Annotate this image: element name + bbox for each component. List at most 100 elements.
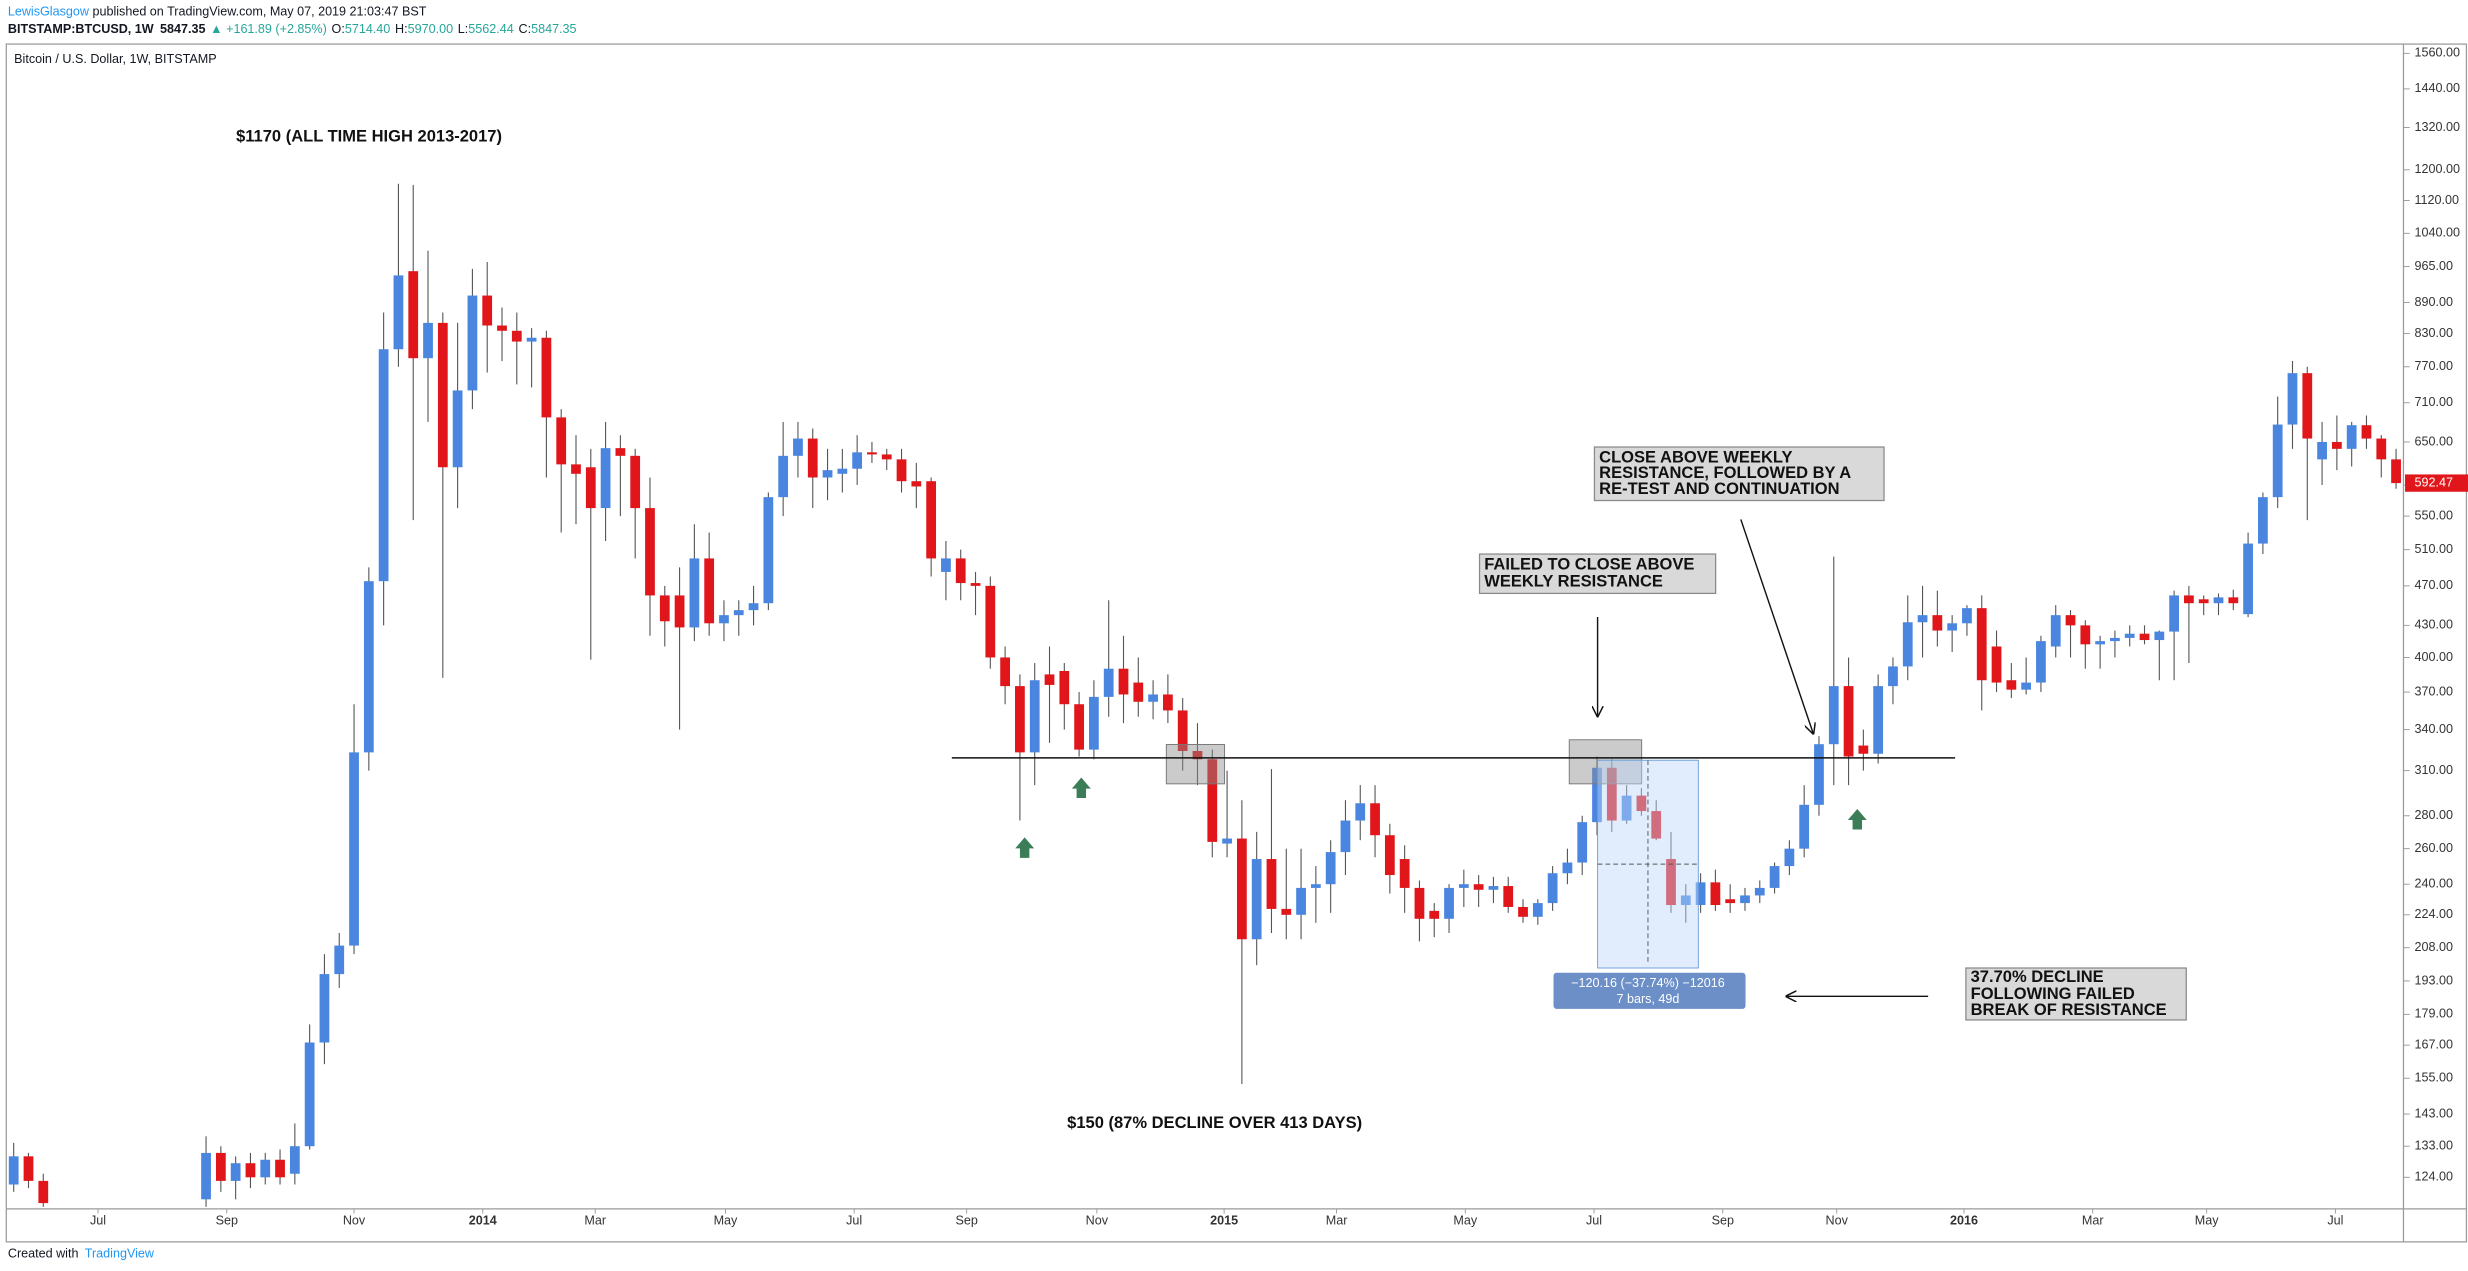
y-tick-label: 770.00 bbox=[2414, 359, 2452, 373]
axes: 1560.00 1440.00 1320.00 1200.00 1120.00 1040.… bbox=[90, 46, 2460, 1228]
y-tick-label: 1040.00 bbox=[2414, 226, 2459, 240]
candle-body bbox=[1414, 887, 1425, 919]
candle-body bbox=[748, 603, 759, 611]
y-tick-label: 208.00 bbox=[2414, 940, 2452, 954]
candle-body bbox=[837, 468, 848, 474]
measure-label: −120.16 (−37.74%) −12016 bbox=[1571, 976, 1725, 990]
symbol: BITSTAMP:BTCUSD, 1W bbox=[8, 22, 154, 36]
candle-body bbox=[1503, 886, 1514, 907]
x-tick-label: May bbox=[2195, 1214, 2219, 1228]
candle-body bbox=[2376, 438, 2387, 460]
candle-body bbox=[1532, 903, 1543, 917]
candle-body bbox=[1192, 750, 1203, 760]
candle-body bbox=[1207, 759, 1218, 842]
candle-body bbox=[1281, 908, 1292, 915]
candle-body bbox=[378, 349, 389, 582]
x-tick-label: May bbox=[1453, 1214, 1477, 1228]
candle-body bbox=[511, 330, 522, 342]
candle-body bbox=[2095, 641, 2106, 645]
candle-body bbox=[2050, 615, 2061, 647]
candle-body bbox=[1917, 615, 1928, 623]
brand[interactable]: TradingView bbox=[85, 1247, 155, 1261]
candle-body bbox=[319, 974, 330, 1043]
annotation: 37.70% DECLINE bbox=[1971, 967, 2104, 986]
candle-body bbox=[2154, 631, 2165, 641]
author[interactable]: LewisGlasgow bbox=[8, 5, 90, 19]
candle-body bbox=[1118, 668, 1129, 695]
candle-body bbox=[1222, 838, 1232, 844]
candle-body bbox=[1133, 682, 1144, 702]
x-tick-label: 2015 bbox=[1210, 1214, 1238, 1228]
y-tick-label: 1120.00 bbox=[2414, 193, 2459, 207]
candle-body bbox=[630, 455, 641, 509]
candle-body bbox=[763, 497, 774, 604]
candle-body bbox=[215, 1152, 226, 1181]
candle-body bbox=[1976, 608, 1987, 681]
candle-body bbox=[1991, 646, 2002, 683]
candle-body bbox=[985, 585, 996, 658]
candle-body bbox=[1547, 873, 1558, 904]
candle-body bbox=[1695, 882, 1706, 906]
candle-body bbox=[1029, 680, 1040, 753]
candle-body bbox=[1947, 623, 1958, 631]
candle-body bbox=[275, 1159, 285, 1178]
annotation-box bbox=[1478, 553, 1717, 595]
measure-label-bg bbox=[1553, 972, 1746, 1009]
candle-body bbox=[704, 558, 715, 624]
candle-body bbox=[1902, 622, 1913, 667]
y-tick-label: 430.00 bbox=[2414, 618, 2452, 632]
candle-body bbox=[1725, 899, 1736, 904]
candle-body bbox=[497, 325, 507, 331]
candle-body bbox=[1814, 744, 1824, 805]
last-price-label: 592.47 bbox=[2414, 475, 2452, 489]
x-tick-label: Jul bbox=[1586, 1214, 1602, 1228]
y-tick-label: 179.00 bbox=[2414, 1007, 2452, 1021]
candle-body bbox=[1310, 884, 1321, 888]
candle-body bbox=[867, 452, 877, 455]
candle-body bbox=[2110, 637, 2120, 642]
candle-body bbox=[941, 558, 951, 572]
x-tick-label: Mar bbox=[584, 1214, 606, 1228]
candle-body bbox=[1015, 686, 1025, 753]
candle-body bbox=[659, 595, 670, 622]
up-arrow bbox=[1015, 837, 1035, 858]
y-tick-label: 240.00 bbox=[2414, 877, 2452, 891]
candle-body bbox=[1370, 803, 1380, 836]
y-tick-label: 370.00 bbox=[2414, 684, 2452, 698]
y-tick-label: 830.00 bbox=[2414, 326, 2452, 340]
candle-body bbox=[2346, 425, 2357, 449]
candle-body bbox=[1799, 804, 1810, 849]
candle-body bbox=[437, 322, 448, 468]
candle-body bbox=[645, 508, 655, 596]
x-tick-label: Nov bbox=[343, 1214, 366, 1228]
candle-body bbox=[1843, 686, 1854, 757]
o-label: O: bbox=[332, 22, 345, 36]
candle-body bbox=[955, 558, 966, 584]
candle-body bbox=[600, 448, 611, 509]
candle-body bbox=[1429, 910, 1440, 919]
x-tick-label: Sep bbox=[1712, 1214, 1734, 1228]
candle-body bbox=[201, 1152, 211, 1200]
candle-body bbox=[615, 448, 626, 456]
y-tick-label: 193.00 bbox=[2414, 973, 2452, 987]
candle-body bbox=[1651, 811, 1662, 839]
candle-body bbox=[23, 1156, 34, 1181]
candle-body bbox=[1044, 674, 1055, 685]
x-tick-label: Sep bbox=[955, 1214, 977, 1228]
y-tick-label: 1200.00 bbox=[2414, 162, 2459, 176]
candle-body bbox=[452, 390, 463, 468]
y-tick-label: 280.00 bbox=[2414, 808, 2452, 822]
candle-body bbox=[1000, 657, 1011, 687]
x-tick-label: 2016 bbox=[1950, 1214, 1978, 1228]
candle-body bbox=[911, 481, 922, 487]
x-tick-label: Mar bbox=[2082, 1214, 2104, 1228]
candle-body bbox=[1636, 795, 1647, 812]
candle-body bbox=[1296, 887, 1306, 915]
y-tick-label: 167.00 bbox=[2414, 1037, 2452, 1051]
candle-body bbox=[1251, 859, 1262, 940]
candle-body bbox=[482, 295, 493, 326]
candle-body bbox=[2361, 425, 2372, 439]
x-tick-label: Sep bbox=[216, 1214, 238, 1228]
candle-body bbox=[1444, 887, 1454, 919]
candle-body bbox=[1858, 745, 1869, 754]
